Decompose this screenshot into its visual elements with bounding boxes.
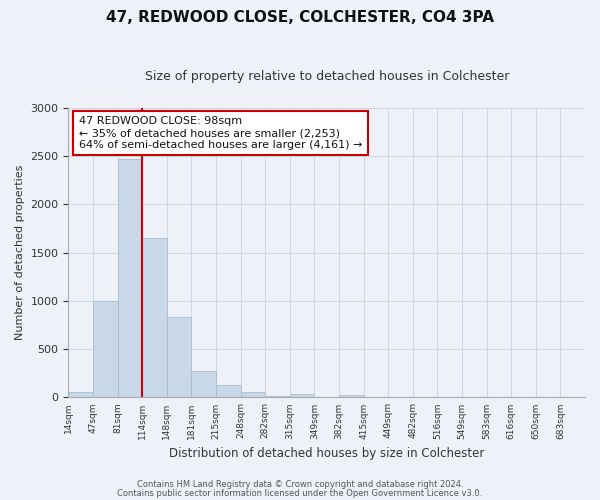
Bar	[68, 392, 93, 398]
Bar	[191, 372, 216, 398]
Bar	[142, 238, 167, 398]
Bar	[167, 318, 191, 398]
Text: 47, REDWOOD CLOSE, COLCHESTER, CO4 3PA: 47, REDWOOD CLOSE, COLCHESTER, CO4 3PA	[106, 10, 494, 25]
Y-axis label: Number of detached properties: Number of detached properties	[15, 165, 25, 340]
Bar	[118, 159, 142, 398]
Text: Contains public sector information licensed under the Open Government Licence v3: Contains public sector information licen…	[118, 488, 482, 498]
Text: Contains HM Land Registry data © Crown copyright and database right 2024.: Contains HM Land Registry data © Crown c…	[137, 480, 463, 489]
Title: Size of property relative to detached houses in Colchester: Size of property relative to detached ho…	[145, 70, 509, 83]
Bar	[241, 392, 265, 398]
Text: 47 REDWOOD CLOSE: 98sqm
← 35% of detached houses are smaller (2,253)
64% of semi: 47 REDWOOD CLOSE: 98sqm ← 35% of detache…	[79, 116, 362, 150]
Bar	[265, 396, 290, 398]
Bar	[93, 301, 118, 398]
X-axis label: Distribution of detached houses by size in Colchester: Distribution of detached houses by size …	[169, 447, 484, 460]
Bar	[339, 394, 364, 398]
Bar	[216, 385, 241, 398]
Bar	[290, 394, 314, 398]
